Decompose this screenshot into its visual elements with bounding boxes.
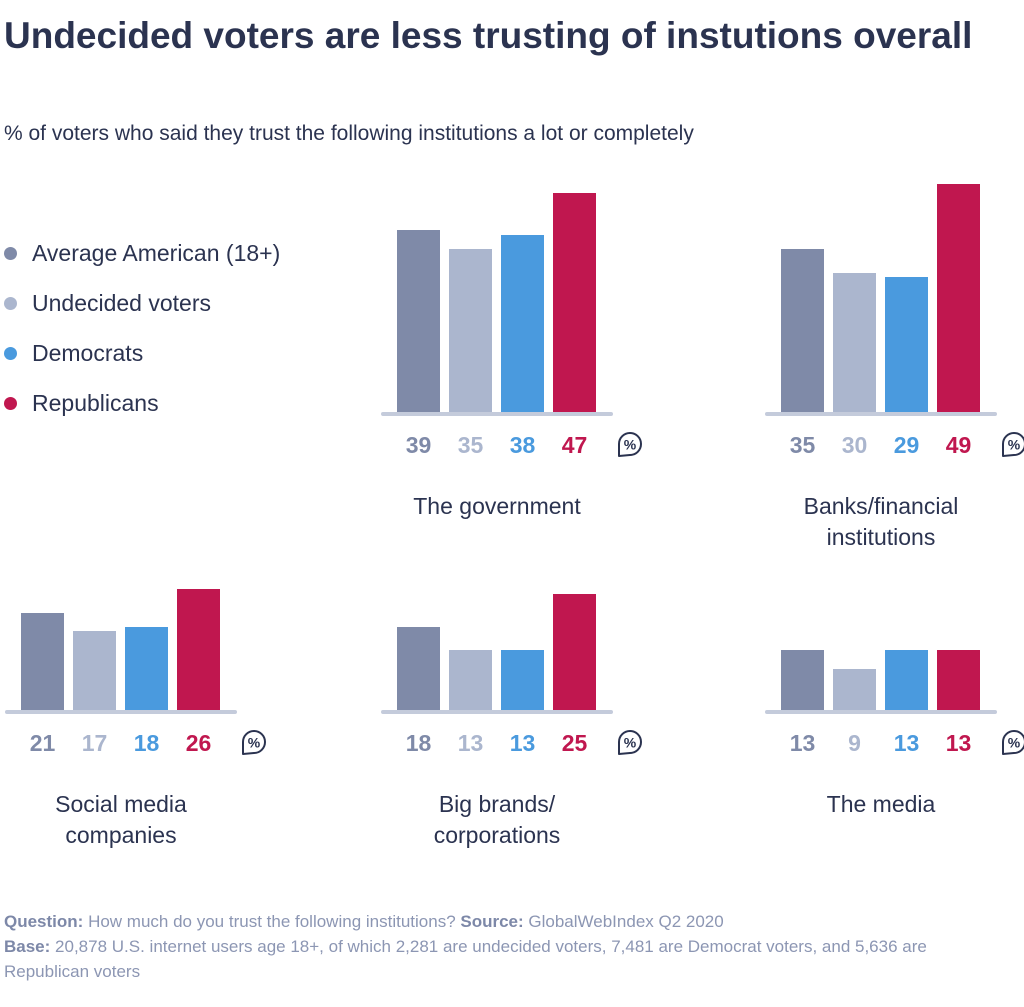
- bar: [177, 589, 220, 711]
- percent-icon: %: [999, 727, 1024, 757]
- category-label: Big brands/corporations: [433, 791, 561, 848]
- panel-the-media: 13 9 13 13% The media: [765, 0, 1024, 817]
- data-label: 9: [848, 730, 861, 756]
- legend-label: Undecided voters: [32, 289, 211, 316]
- bar: [125, 626, 168, 711]
- data-label: 13: [457, 730, 484, 756]
- percent-icon: %: [999, 429, 1024, 459]
- source-label: Source:: [460, 912, 524, 931]
- legend-marker: [4, 396, 17, 410]
- legend-item: Republicans: [4, 378, 280, 428]
- panel-social-media-companies: 21 17 18 26% Social media companies: [5, 0, 266, 848]
- legend-item: Democrats: [4, 328, 280, 378]
- data-label: 39: [405, 432, 432, 458]
- question-text: How much do you trust the following inst…: [83, 912, 461, 931]
- data-label: 35: [789, 432, 816, 458]
- base-label: Base:: [4, 937, 51, 956]
- data-label: 30: [841, 432, 868, 458]
- bar: [501, 235, 544, 413]
- data-label: 35: [457, 432, 484, 458]
- category-label: The media: [826, 791, 936, 817]
- percent-icon: %: [239, 727, 269, 757]
- data-label: 49: [945, 432, 972, 458]
- legend-item: Undecided voters: [4, 278, 280, 328]
- data-label: 17: [81, 730, 108, 756]
- bar: [833, 668, 876, 711]
- bar: [937, 183, 980, 413]
- x-axis-line: [381, 710, 613, 714]
- source-text: GlobalWebIndex Q2 2020: [523, 912, 724, 931]
- question-label: Question:: [4, 912, 84, 931]
- legend-label: Republicans: [32, 389, 159, 416]
- svg-text:%: %: [624, 735, 637, 751]
- legend-marker: [4, 246, 17, 260]
- data-label: 13: [893, 730, 920, 756]
- svg-text:%: %: [248, 735, 261, 751]
- svg-text:%: %: [1008, 437, 1021, 453]
- category-label: The government: [413, 493, 581, 519]
- category-label: Social media companies: [55, 791, 187, 848]
- bar: [501, 650, 544, 711]
- data-label: 26: [185, 730, 212, 756]
- bar: [781, 650, 824, 711]
- data-label: 29: [893, 432, 920, 458]
- legend-label: Democrats: [32, 339, 144, 366]
- bar: [397, 230, 440, 413]
- bar: [553, 193, 596, 413]
- base-text: 20,878 U.S. internet users age 18+, of w…: [4, 937, 927, 981]
- legend-item: Average American (18+): [4, 228, 280, 278]
- bar: [553, 594, 596, 711]
- data-label: 25: [561, 730, 588, 756]
- panel-the-government: 39 35 38 47% The government: [381, 0, 642, 519]
- bar: [937, 650, 980, 711]
- bar: [397, 626, 440, 711]
- legend-marker: [4, 346, 17, 360]
- data-label: 13: [509, 730, 536, 756]
- bar: [73, 631, 116, 711]
- svg-text:%: %: [624, 437, 637, 453]
- x-axis-line: [5, 710, 237, 714]
- bar: [449, 650, 492, 711]
- x-axis-line: [765, 710, 997, 714]
- legend-marker: [4, 296, 17, 310]
- chart-title: Undecided voters are less trusting of in…: [4, 15, 973, 56]
- data-label: 13: [789, 730, 816, 756]
- panel-big-brands-corporations: 18 13 13 25% Big brands/corporations: [381, 0, 642, 848]
- category-label: Banks/financial institutions: [803, 493, 959, 550]
- data-label: 21: [29, 730, 56, 756]
- data-label: 47: [561, 432, 588, 458]
- bar: [885, 277, 928, 413]
- data-label: 38: [509, 432, 536, 458]
- bar: [21, 612, 64, 711]
- x-axis-line: [381, 412, 613, 416]
- percent-icon: %: [615, 429, 645, 459]
- bar: [449, 249, 492, 413]
- svg-text:%: %: [1008, 735, 1021, 751]
- data-label: 18: [405, 730, 432, 756]
- bar: [781, 249, 824, 413]
- data-label: 13: [945, 730, 972, 756]
- legend: Average American (18+) Undecided voters De…: [4, 228, 280, 428]
- data-label: 18: [133, 730, 160, 756]
- footer: Question: How much do you trust the foll…: [4, 909, 1014, 984]
- percent-icon: %: [615, 727, 645, 757]
- bar: [833, 272, 876, 413]
- x-axis-line: [765, 412, 997, 416]
- bar: [885, 650, 928, 711]
- panel-banks-financial-institutions: 35 30 29 49% Banks/financial institutions: [765, 0, 1024, 550]
- chart-subtitle: % of voters who said they trust the foll…: [4, 122, 694, 145]
- legend-label: Average American (18+): [32, 239, 281, 266]
